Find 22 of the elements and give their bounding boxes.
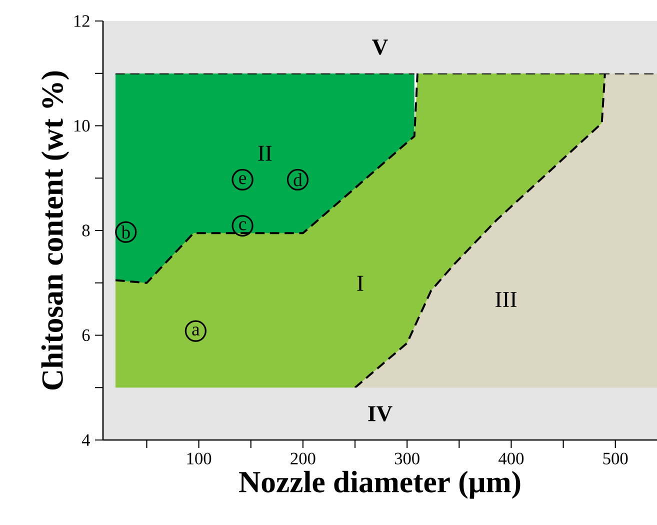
x-tick-label: 100 bbox=[187, 452, 212, 464]
annotation: e bbox=[239, 175, 246, 184]
annotation: d bbox=[294, 173, 302, 186]
series-label: I bbox=[357, 276, 364, 291]
x-tick-label: 200 bbox=[290, 452, 316, 464]
series-label: III bbox=[496, 292, 517, 307]
x-axis-title: Nozzle diameter (μm) bbox=[239, 470, 520, 499]
x-tick-label: 300 bbox=[394, 452, 420, 464]
y-tick-label: 12 bbox=[74, 15, 90, 27]
series-label: II bbox=[258, 146, 272, 161]
y-tick-label: 10 bbox=[74, 120, 90, 132]
band-label: V bbox=[372, 40, 388, 55]
annotation: c bbox=[239, 221, 246, 230]
y-axis-title: Chitosan content (wt %) bbox=[41, 71, 70, 390]
y-tick-label: 4 bbox=[82, 434, 90, 446]
band-label: IV bbox=[368, 406, 392, 422]
annotation: b bbox=[121, 225, 130, 239]
annotation: a bbox=[192, 326, 200, 336]
x-tick-label: 400 bbox=[498, 452, 524, 464]
x-tick-label: 500 bbox=[603, 452, 628, 464]
y-tick-label: 8 bbox=[82, 224, 90, 236]
y-tick-label: 6 bbox=[82, 329, 90, 342]
